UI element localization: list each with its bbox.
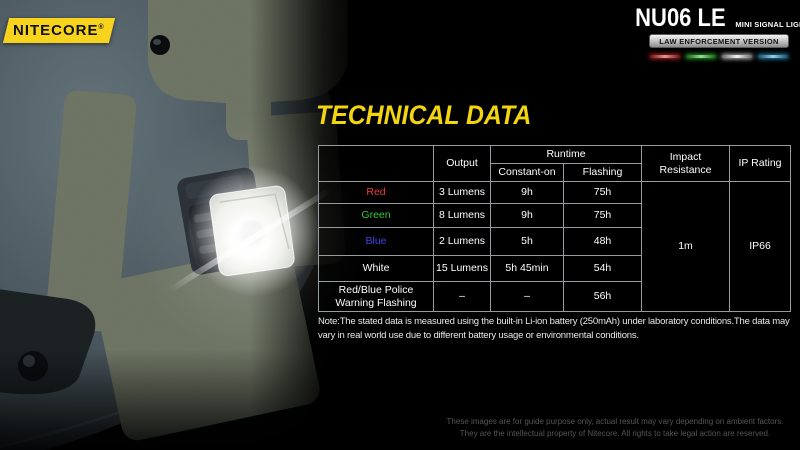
col-header-flashing: Flashing [562,163,643,182]
table-header-row: Output Runtime Impact Resistance IP Rati… [318,145,792,182]
product-name-row: NU06 LE MINI SIGNAL LIGHT [629,6,800,31]
signal-color-strips [650,55,788,58]
constant-on-cell: 9h [490,181,564,204]
mode-cell: Red [318,181,434,204]
col-header-runtime: Runtime [489,145,643,164]
nitecore-logo: NITECORE® [2,18,116,43]
table-subheader-row: Constant-on Flashing [319,163,791,182]
col-header-output: Output [433,145,491,182]
legal-disclaimer: These images are for guide purpose only,… [446,417,784,439]
constant-on-cell: – [490,281,564,312]
mode-cell: White [318,255,434,282]
flashing-cell: 56h [562,281,643,312]
lens-flare-streak [168,188,332,292]
mode-cell: Blue [318,227,434,256]
signal-strip-green [686,55,716,58]
screw-highlight [153,39,161,45]
spec-table: Output Runtime Impact Resistance IP Rati… [318,145,792,312]
ip-rating-value: IP66 [729,181,792,312]
flashing-cell: 75h [562,181,643,204]
registered-mark: ® [98,24,105,31]
table-row-red: Red 3 Lumens 9h 75h 1m IP66 [318,181,792,312]
screw [150,35,170,55]
table-row-white: White 15 Lumens 5h 45min 54h [318,255,791,282]
flashing-cell: 54h [562,255,643,282]
constant-on-cell: 5h 45min [490,255,564,282]
constant-on-cell: 5h [490,227,564,256]
flashing-cell: 75h [562,203,643,228]
product-subtitle: MINI SIGNAL LIGHT [735,20,800,29]
signal-strip-white [722,55,752,58]
product-header: NU06 LE MINI SIGNAL LIGHT LAW ENFORCEMEN… [635,6,800,58]
output-cell: 8 Lumens [433,203,491,228]
mode-cell: Green [318,203,434,228]
col-header-ip-rating: IP Rating [729,145,792,182]
table-row-green: Green 8 Lumens 9h 75h [318,203,791,228]
output-cell: 15 Lumens [433,255,491,282]
helmet-photo [0,0,360,450]
signal-strip-blue [758,55,788,58]
impact-resistance-value: 1m [641,181,731,312]
col-header-constant-on: Constant-on [490,163,564,182]
signal-strip-red [650,55,680,58]
version-badge: LAW ENFORCEMENT VERSION [649,34,789,48]
bottom-fade [0,350,360,450]
mode-cell: Red/Blue Police Warning Flashing [318,281,434,312]
section-title: TECHNICAL DATA [316,100,532,130]
output-cell: 3 Lumens [433,181,491,204]
flashing-cell: 48h [562,227,643,256]
product-name: NU06 LE [634,4,726,32]
output-cell: – [433,281,491,312]
constant-on-cell: 9h [490,203,564,228]
battery-note: Note:The stated data is measured using t… [318,316,790,342]
col-header-impact-resistance: Impact Resistance [641,145,731,182]
table-row-police-flashing: Red/Blue Police Warning Flashing – – 56h [318,281,791,312]
col-header-mode [318,145,434,182]
output-cell: 2 Lumens [433,227,491,256]
table-row-blue: Blue 2 Lumens 5h 48h [318,227,791,256]
nitecore-logo-text: NITECORE® [13,22,105,39]
